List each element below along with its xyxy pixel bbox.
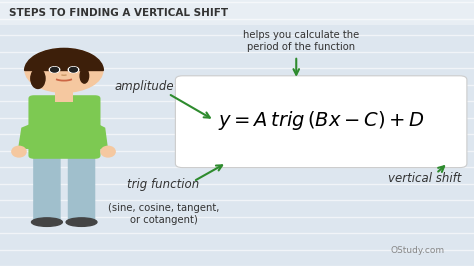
Text: STEPS TO FINDING A VERTICAL SHIFT: STEPS TO FINDING A VERTICAL SHIFT [9,8,228,18]
Circle shape [68,67,79,73]
Ellipse shape [32,218,63,226]
Wedge shape [25,48,103,70]
Polygon shape [18,122,34,149]
Ellipse shape [12,146,26,157]
FancyBboxPatch shape [68,152,95,222]
Circle shape [51,68,58,72]
Polygon shape [95,122,108,149]
Text: OStudy.com: OStudy.com [390,246,444,255]
Text: $y = \mathit{A}\,\mathit{trig}\,(\mathit{Bx} - \mathit{C}) + \mathit{D}$: $y = \mathit{A}\,\mathit{trig}\,(\mathit… [218,109,425,132]
FancyBboxPatch shape [0,0,474,25]
FancyBboxPatch shape [175,76,467,168]
Circle shape [49,67,60,73]
Ellipse shape [80,69,89,83]
Text: (sine, cosine, tangent,
or cotangent): (sine, cosine, tangent, or cotangent) [108,203,219,225]
Ellipse shape [101,146,115,157]
Circle shape [25,49,103,92]
Text: amplitude: amplitude [115,80,174,93]
Text: trig function: trig function [128,178,200,191]
Circle shape [70,68,77,72]
FancyBboxPatch shape [28,95,100,159]
Ellipse shape [31,69,45,88]
Circle shape [51,68,58,72]
Circle shape [70,68,77,72]
Text: vertical shift: vertical shift [388,172,461,185]
FancyBboxPatch shape [55,90,73,102]
Ellipse shape [66,218,97,226]
Text: helps you calculate the
period of the function: helps you calculate the period of the fu… [243,30,359,52]
FancyBboxPatch shape [33,152,61,222]
